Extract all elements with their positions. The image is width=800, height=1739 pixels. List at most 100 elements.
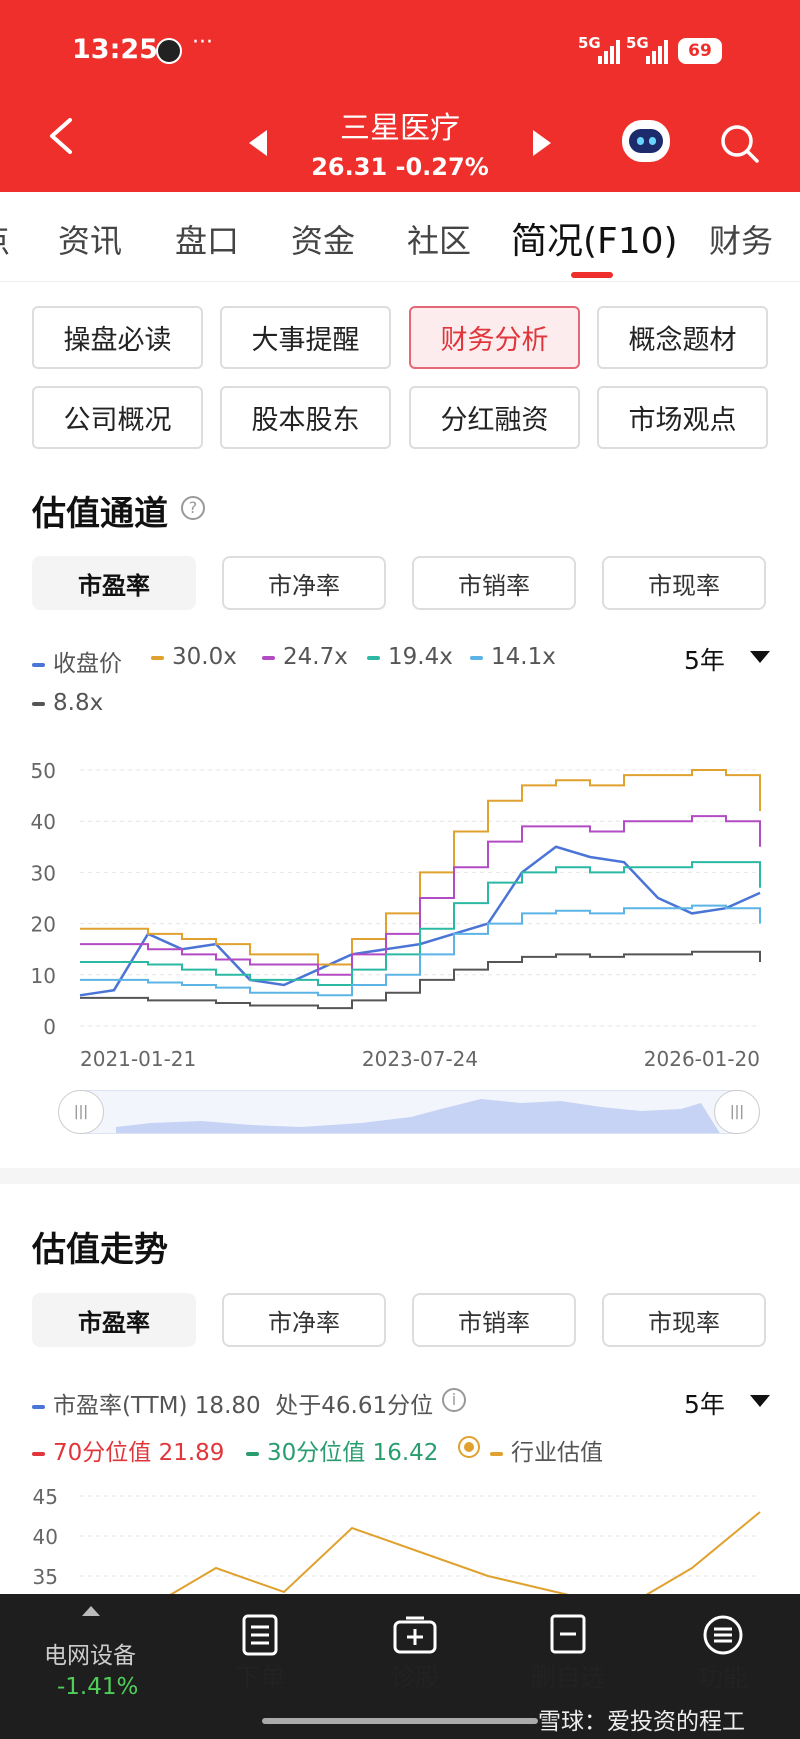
bottom-toolbar xyxy=(0,1594,800,1739)
x-tick-label: 2023-07-24 xyxy=(362,1047,478,1070)
range-slider-preview xyxy=(116,1099,720,1133)
y-tick-label: 45 xyxy=(33,1485,58,1509)
y-tick-label: 10 xyxy=(31,964,56,988)
btn-concepts[interactable]: 概念题材 xyxy=(597,306,768,369)
series-line-5 xyxy=(80,950,761,1010)
chevron-down-icon-2[interactable] xyxy=(750,1395,770,1407)
back-arrow-icon[interactable] xyxy=(44,118,80,154)
seg-pcf[interactable]: 市现率 xyxy=(602,556,766,610)
function-button[interactable]: 功能 xyxy=(697,1663,748,1692)
stock-change: -0.27% xyxy=(395,153,489,181)
order-icon[interactable] xyxy=(242,1614,278,1656)
range-slider[interactable] xyxy=(60,1090,760,1134)
status-more: ··· xyxy=(192,30,213,55)
signal-bars-1-icon xyxy=(598,40,620,64)
stock-quote: 26.31 -0.27% xyxy=(0,153,800,181)
legend-24-7x: 24.7x xyxy=(262,644,348,670)
tab-funds[interactable]: 资金 xyxy=(291,222,356,260)
x-tick-label: 2021-01-21 xyxy=(80,1047,196,1070)
period-selector[interactable]: 5年 xyxy=(684,646,725,675)
help-icon[interactable]: ? xyxy=(181,496,205,520)
section-title-valuation-channel: 估值通道 xyxy=(32,494,168,534)
valuation-trend-chart: 30354045 xyxy=(33,1485,761,1594)
section-divider xyxy=(0,1168,800,1184)
seg-ps[interactable]: 市销率 xyxy=(412,556,576,610)
legend-14-1x: 14.1x xyxy=(470,644,556,670)
remove-watchlist-button[interactable]: 删自选 xyxy=(530,1663,606,1692)
sector-change: -1.41% xyxy=(57,1674,139,1700)
series-line-3 xyxy=(80,861,761,987)
industry-toggle-icon[interactable] xyxy=(458,1436,480,1458)
tab-news[interactable]: 资讯 xyxy=(58,222,123,260)
y-tick-label: 35 xyxy=(33,1565,58,1589)
btn-shareholders[interactable]: 股本股东 xyxy=(220,386,391,449)
btn-company-profile[interactable]: 公司概况 xyxy=(32,386,203,449)
y-tick-label: 40 xyxy=(33,1525,58,1549)
tab-orderbook[interactable]: 盘口 xyxy=(175,222,240,260)
signal-bars-2-icon xyxy=(646,40,668,64)
btn-events[interactable]: 大事提醒 xyxy=(220,306,391,369)
series-line-2 xyxy=(80,815,761,976)
series-line-1 xyxy=(80,769,761,966)
x-tick-label: 2026-01-20 xyxy=(644,1047,760,1070)
legend-industry: 行业估值 xyxy=(490,1433,603,1467)
next-stock-icon[interactable] xyxy=(533,130,551,156)
tab-dian[interactable]: 点 xyxy=(0,216,10,262)
section-title-valuation-trend: 估值走势 xyxy=(32,1230,168,1270)
series-line-4 xyxy=(80,904,761,997)
legend-close-price: 收盘价 xyxy=(32,644,122,678)
seg-pb[interactable]: 市净率 xyxy=(222,556,386,610)
tab-f10-overview[interactable]: 简况(F10) xyxy=(511,221,678,262)
stock-name: 三星医疗 xyxy=(340,111,460,146)
legend-19-4x: 19.4x xyxy=(367,644,453,670)
prev-stock-icon[interactable] xyxy=(249,130,267,156)
tab-community[interactable]: 社区 xyxy=(407,222,472,260)
chevron-down-icon[interactable] xyxy=(750,651,770,663)
signal-5g-1-icon: 5G xyxy=(578,34,601,52)
btn-market-views[interactable]: 市场观点 xyxy=(597,386,768,449)
y-tick-label: 30 xyxy=(31,861,56,885)
btn-trading-guide[interactable]: 操盘必读 xyxy=(32,306,203,369)
notification-icon xyxy=(156,38,182,64)
assistant-robot-icon[interactable] xyxy=(622,120,670,162)
legend-8-8x: 8.8x xyxy=(32,690,103,716)
range-handle-right[interactable]: ||| xyxy=(714,1090,760,1134)
stock-price: 26.31 xyxy=(311,153,388,181)
diagnose-icon[interactable] xyxy=(392,1616,438,1656)
remove-watchlist-icon[interactable] xyxy=(550,1614,586,1654)
y-tick-label: 40 xyxy=(31,810,56,834)
legend-30x: 30.0x xyxy=(151,644,237,670)
y-tick-label: 0 xyxy=(43,1015,56,1039)
order-button[interactable]: 下单 xyxy=(234,1663,285,1692)
watermark: 雪球：爱投资的程工 xyxy=(538,1709,745,1735)
btn-financial-analysis[interactable]: 财务分析 xyxy=(409,306,580,369)
range-handle-left[interactable]: ||| xyxy=(58,1090,104,1134)
battery-icon: 69 xyxy=(678,38,722,64)
search-icon[interactable] xyxy=(720,124,760,164)
tab-financials[interactable]: 财务 xyxy=(709,222,774,260)
y-tick-label: 20 xyxy=(31,913,56,937)
header-bar: 13:25 ··· 5G 5G 69 三星医疗 26.31 -0.27% xyxy=(0,0,800,192)
signal-5g-2-icon: 5G xyxy=(626,34,649,52)
seg-pe-2[interactable]: 市盈率 xyxy=(32,1293,196,1347)
info-icon[interactable]: i xyxy=(442,1388,466,1412)
menu-icon[interactable] xyxy=(702,1614,744,1656)
btn-dividends[interactable]: 分红融资 xyxy=(409,386,580,449)
legend-pe-ttm: 市盈率(TTM) 18.80 处于46.61分位 xyxy=(32,1386,433,1420)
trend-series-line-0 xyxy=(169,1511,761,1594)
diagnose-button[interactable]: 诊股 xyxy=(389,1663,440,1692)
seg-ps-2[interactable]: 市销率 xyxy=(412,1293,576,1347)
tab-bar: 点 资讯 盘口 资金 社区 简况(F10) 财务 xyxy=(0,192,800,282)
status-time: 13:25 xyxy=(72,34,158,65)
legend-p70: 70分位值 21.89 xyxy=(32,1433,224,1467)
legend-p30: 30分位值 16.42 xyxy=(246,1433,438,1467)
sector-name[interactable]: 电网设备 xyxy=(44,1643,136,1669)
sector-expand-icon[interactable] xyxy=(82,1606,100,1616)
seg-pcf-2[interactable]: 市现率 xyxy=(602,1293,766,1347)
y-tick-label: 50 xyxy=(31,759,56,783)
period-selector-2[interactable]: 5年 xyxy=(684,1390,725,1419)
seg-pe[interactable]: 市盈率 xyxy=(32,556,196,610)
valuation-channel-chart: 0 10 20 30 40 50 2021-01-21 2023-07-24 2026-01-2… xyxy=(31,759,761,1070)
seg-pb-2[interactable]: 市净率 xyxy=(222,1293,386,1347)
